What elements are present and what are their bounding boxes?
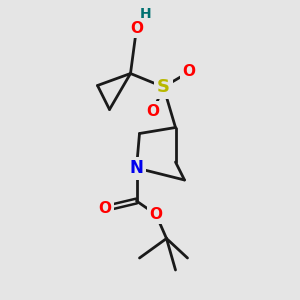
Text: S: S xyxy=(157,78,170,96)
Text: N: N xyxy=(130,159,143,177)
Text: O: O xyxy=(149,207,163,222)
Text: O: O xyxy=(130,21,143,36)
Text: O: O xyxy=(98,201,112,216)
Text: O: O xyxy=(182,64,196,80)
Text: O: O xyxy=(146,103,160,118)
Text: H: H xyxy=(140,7,151,20)
